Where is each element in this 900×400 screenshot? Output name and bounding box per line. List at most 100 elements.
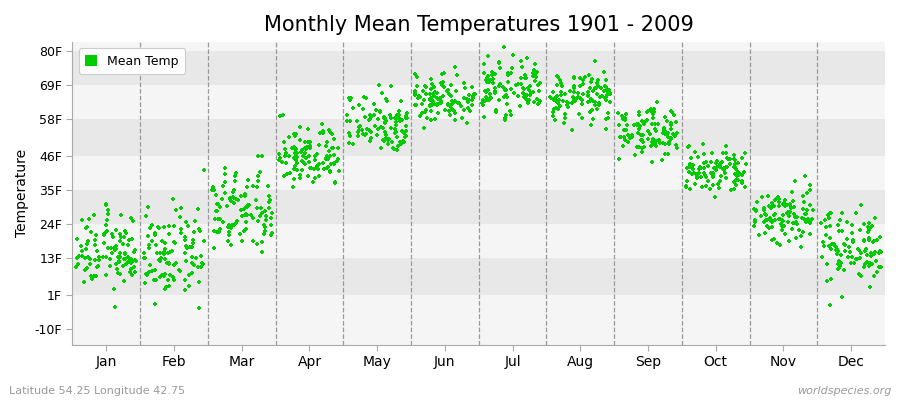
Point: [669, 119, 683, 125]
Point: [91, 262, 105, 269]
Point: [862, 284, 877, 290]
Point: [778, 202, 793, 209]
Point: [115, 263, 130, 269]
Point: [874, 264, 888, 270]
Point: [738, 150, 752, 156]
Point: [179, 243, 194, 250]
Point: [520, 92, 535, 98]
Point: [502, 107, 517, 114]
Point: [662, 141, 676, 148]
Point: [145, 222, 159, 228]
Point: [248, 197, 263, 203]
Point: [288, 133, 302, 140]
Point: [872, 264, 886, 270]
Point: [441, 87, 455, 94]
Point: [611, 156, 625, 163]
Point: [108, 304, 122, 310]
Point: [430, 96, 445, 102]
Point: [104, 256, 118, 262]
Point: [302, 153, 316, 160]
Point: [410, 95, 425, 102]
Point: [222, 229, 237, 236]
Point: [670, 144, 684, 151]
Point: [127, 249, 141, 256]
Point: [106, 233, 121, 240]
Point: [139, 271, 153, 277]
Point: [602, 87, 616, 93]
Point: [230, 218, 244, 225]
Point: [255, 210, 269, 216]
Point: [679, 183, 693, 189]
Point: [562, 100, 576, 106]
Point: [621, 138, 635, 145]
Point: [185, 269, 200, 276]
Point: [646, 109, 661, 115]
Point: [658, 140, 672, 147]
Point: [362, 127, 376, 134]
Point: [385, 145, 400, 152]
Point: [684, 164, 698, 170]
Point: [426, 98, 440, 105]
Point: [479, 89, 493, 96]
Point: [713, 163, 727, 170]
Point: [128, 257, 142, 264]
Point: [292, 136, 307, 143]
Point: [602, 91, 616, 97]
Point: [861, 224, 876, 230]
Point: [649, 142, 663, 149]
Point: [713, 161, 727, 167]
Point: [860, 228, 875, 235]
Point: [193, 228, 207, 234]
Point: [158, 240, 172, 246]
Point: [238, 210, 253, 217]
Point: [227, 221, 241, 228]
Point: [837, 267, 851, 274]
Point: [787, 204, 801, 210]
Point: [282, 134, 296, 140]
Point: [646, 110, 661, 117]
Point: [382, 135, 396, 142]
Point: [358, 114, 373, 120]
Point: [96, 240, 111, 246]
Point: [399, 112, 413, 119]
Point: [482, 79, 496, 85]
Point: [426, 100, 440, 107]
Point: [869, 258, 884, 264]
Point: [376, 114, 391, 121]
Point: [528, 61, 543, 68]
Point: [431, 110, 446, 116]
Point: [706, 172, 720, 178]
Point: [616, 116, 631, 122]
Point: [290, 167, 304, 173]
Point: [724, 186, 738, 193]
Point: [719, 163, 733, 170]
Point: [481, 52, 495, 59]
Point: [796, 229, 811, 236]
Point: [842, 249, 857, 255]
Point: [784, 205, 798, 211]
Point: [391, 143, 405, 149]
Point: [862, 227, 877, 233]
Point: [514, 75, 528, 82]
Point: [377, 120, 392, 127]
Point: [580, 91, 595, 98]
Point: [553, 103, 567, 109]
Point: [184, 244, 199, 250]
Point: [581, 72, 596, 78]
Point: [662, 139, 677, 145]
Point: [522, 92, 536, 98]
Point: [603, 89, 617, 96]
Point: [399, 133, 413, 139]
Point: [598, 83, 612, 89]
Point: [207, 228, 221, 234]
Point: [723, 160, 737, 167]
Point: [157, 250, 171, 257]
Point: [147, 276, 161, 283]
Point: [525, 90, 539, 96]
Point: [818, 224, 832, 230]
Point: [301, 138, 315, 145]
Point: [827, 241, 842, 248]
Point: [250, 173, 265, 179]
Point: [113, 250, 128, 256]
Point: [860, 259, 874, 266]
